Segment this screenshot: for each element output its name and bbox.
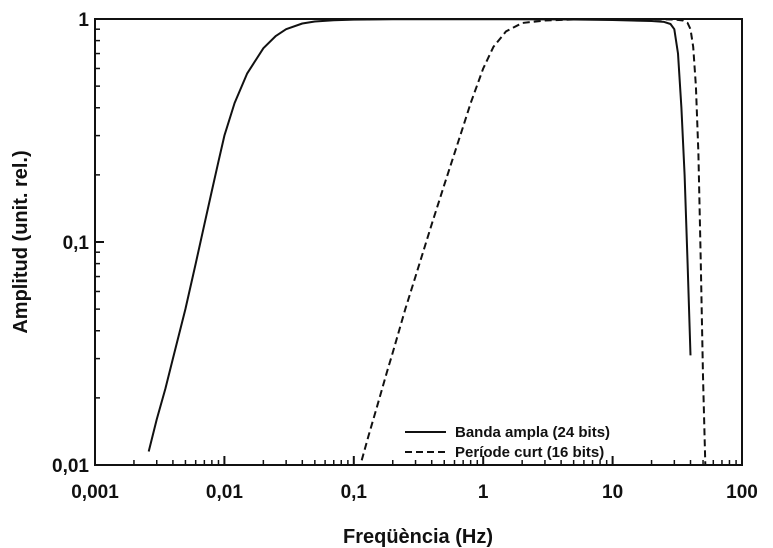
x-axis: 0,001 0,01 0,1 1 10 100: [71, 456, 758, 503]
plot-frame: [94, 18, 743, 466]
x-tick-label: 1: [478, 482, 489, 503]
x-tick-label: 100: [726, 482, 758, 503]
y-tick-label: 1: [78, 10, 89, 31]
y-axis-title: Amplitud (unit. rel.): [10, 150, 32, 333]
y-tick-label: 0,01: [52, 456, 89, 477]
y-axis: 0,01 0,1 1: [52, 10, 104, 477]
legend-label-banda-ampla: Banda ampla (24 bits): [455, 424, 610, 441]
series-line-periode-curt: [360, 18, 707, 465]
x-axis-title: Freqüència (Hz): [343, 526, 493, 548]
legend: Banda ampla (24 bits) Període curt (16 b…: [405, 424, 610, 461]
legend-label-periode-curt: Període curt (16 bits): [455, 444, 604, 461]
x-tick-label: 0,01: [206, 482, 243, 503]
x-tick-label: 0,001: [71, 482, 119, 503]
series-line-banda-ampla: [147, 18, 692, 452]
series-layer: [147, 18, 707, 465]
x-tick-label: 10: [602, 482, 623, 503]
y-tick-label: 0,1: [63, 233, 90, 254]
x-tick-label: 0,1: [341, 482, 368, 503]
plot-area: [94, 18, 743, 466]
